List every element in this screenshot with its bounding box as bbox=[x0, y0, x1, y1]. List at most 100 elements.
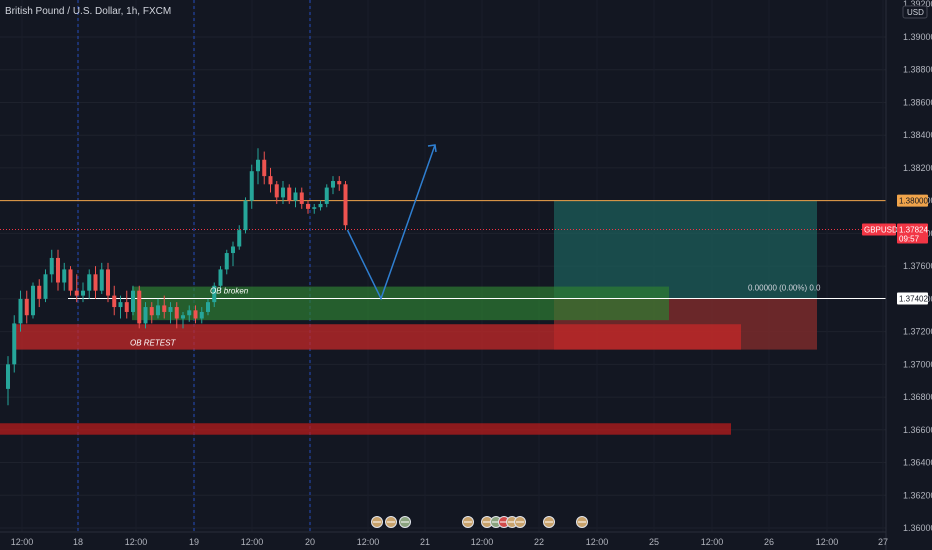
candle[interactable] bbox=[106, 262, 110, 303]
candle[interactable] bbox=[74, 274, 79, 303]
candle[interactable] bbox=[49, 249, 54, 283]
candle[interactable] bbox=[149, 302, 154, 324]
candle[interactable] bbox=[287, 184, 292, 204]
candle[interactable] bbox=[187, 305, 192, 322]
candle[interactable] bbox=[124, 290, 129, 319]
economic-event-icon[interactable] bbox=[371, 516, 383, 528]
candle[interactable] bbox=[6, 356, 10, 406]
candle[interactable] bbox=[18, 290, 23, 332]
candle[interactable] bbox=[162, 295, 167, 319]
candle[interactable] bbox=[212, 282, 217, 308]
candle-body bbox=[218, 269, 223, 286]
candle-body bbox=[287, 187, 292, 201]
candle[interactable] bbox=[24, 290, 29, 324]
candle[interactable] bbox=[93, 266, 98, 299]
candle[interactable] bbox=[12, 315, 17, 373]
candle[interactable] bbox=[99, 262, 104, 294]
candle[interactable] bbox=[193, 305, 198, 324]
candle-body bbox=[112, 295, 117, 308]
economic-event-icon[interactable] bbox=[543, 516, 555, 528]
position-target-area[interactable] bbox=[554, 200, 817, 299]
economic-event-icon[interactable] bbox=[514, 516, 526, 528]
candle[interactable] bbox=[243, 197, 248, 234]
price-tick-label: 1.36400 bbox=[903, 458, 932, 468]
candle[interactable] bbox=[224, 249, 229, 275]
candle[interactable] bbox=[293, 187, 298, 208]
time-axis[interactable]: 12:00 18 12:00 19 12:00 20 12:00 21 12:00 22 12:00… bbox=[0, 531, 888, 547]
bear-ob-zone[interactable] bbox=[15, 324, 741, 350]
candle[interactable] bbox=[56, 249, 60, 291]
candle[interactable] bbox=[281, 181, 285, 204]
candle[interactable] bbox=[31, 282, 35, 319]
time-tick-label: 19 bbox=[189, 537, 199, 547]
candle[interactable] bbox=[181, 311, 185, 329]
symbol-tag-bg bbox=[862, 223, 896, 236]
candle-body bbox=[187, 310, 192, 316]
price-tick-label: 1.38600 bbox=[903, 97, 932, 107]
candle-body bbox=[299, 192, 304, 204]
candle-body bbox=[237, 230, 242, 247]
candle[interactable] bbox=[112, 285, 117, 316]
price-tick-label: 1.38400 bbox=[903, 130, 932, 140]
candle[interactable] bbox=[231, 241, 235, 267]
candle[interactable] bbox=[43, 269, 48, 303]
candle[interactable] bbox=[268, 167, 273, 193]
candle-body bbox=[331, 181, 335, 188]
price-axis[interactable]: 1.36000 1.36200 1.36400 1.36600 1.36800 1.370… bbox=[885, 0, 932, 550]
candle[interactable] bbox=[218, 266, 223, 291]
candle-body bbox=[137, 290, 142, 324]
time-tick-label: 20 bbox=[305, 537, 315, 547]
candle[interactable] bbox=[137, 285, 142, 329]
time-tick-label: 12:00 bbox=[125, 537, 148, 547]
candle[interactable] bbox=[318, 200, 323, 211]
candle[interactable] bbox=[274, 181, 279, 204]
candle-body bbox=[224, 253, 229, 270]
economic-event-icon[interactable] bbox=[399, 516, 411, 528]
candle-body bbox=[24, 298, 29, 316]
candle-body bbox=[62, 269, 67, 283]
candle[interactable] bbox=[131, 285, 135, 316]
candle[interactable] bbox=[37, 279, 42, 308]
candle-body bbox=[6, 364, 10, 389]
candle[interactable] bbox=[324, 184, 329, 208]
candle[interactable] bbox=[237, 225, 242, 250]
economic-event-icon[interactable] bbox=[576, 516, 588, 528]
candle[interactable] bbox=[168, 302, 173, 324]
candle[interactable] bbox=[343, 181, 348, 231]
currency-badge[interactable] bbox=[902, 5, 928, 19]
candle[interactable] bbox=[143, 302, 148, 329]
candle[interactable] bbox=[62, 262, 67, 291]
candle[interactable] bbox=[331, 176, 335, 195]
economic-event-icon[interactable] bbox=[462, 516, 474, 528]
candle[interactable] bbox=[306, 200, 310, 214]
candle[interactable] bbox=[87, 269, 92, 299]
candle[interactable] bbox=[199, 307, 204, 324]
candle[interactable] bbox=[249, 164, 254, 209]
candle[interactable] bbox=[81, 282, 85, 303]
candle-body bbox=[162, 305, 167, 312]
candle-body bbox=[174, 307, 179, 319]
candle-body bbox=[274, 184, 279, 198]
candle-body bbox=[124, 302, 129, 312]
candle[interactable] bbox=[174, 302, 179, 329]
candle[interactable] bbox=[256, 148, 260, 185]
candle[interactable] bbox=[312, 203, 317, 214]
entry-price-label-bg bbox=[897, 292, 928, 305]
candle-body bbox=[99, 269, 104, 291]
candle[interactable] bbox=[206, 298, 210, 316]
candle[interactable] bbox=[156, 298, 160, 319]
economic-event-icon[interactable] bbox=[385, 516, 397, 528]
candle[interactable] bbox=[262, 151, 267, 185]
time-tick-label: 12:00 bbox=[241, 537, 264, 547]
candle[interactable] bbox=[68, 266, 73, 296]
candle[interactable] bbox=[118, 295, 123, 319]
candle[interactable] bbox=[337, 176, 342, 191]
currency-label: USD bbox=[907, 8, 924, 17]
projection-path[interactable] bbox=[346, 144, 436, 301]
bull-ob-zone[interactable] bbox=[132, 286, 669, 321]
candle[interactable] bbox=[299, 187, 304, 209]
bottom-supply-zone[interactable] bbox=[0, 423, 731, 435]
position-info-label: 0.00000 (0.00%) 0.0 bbox=[748, 284, 821, 293]
